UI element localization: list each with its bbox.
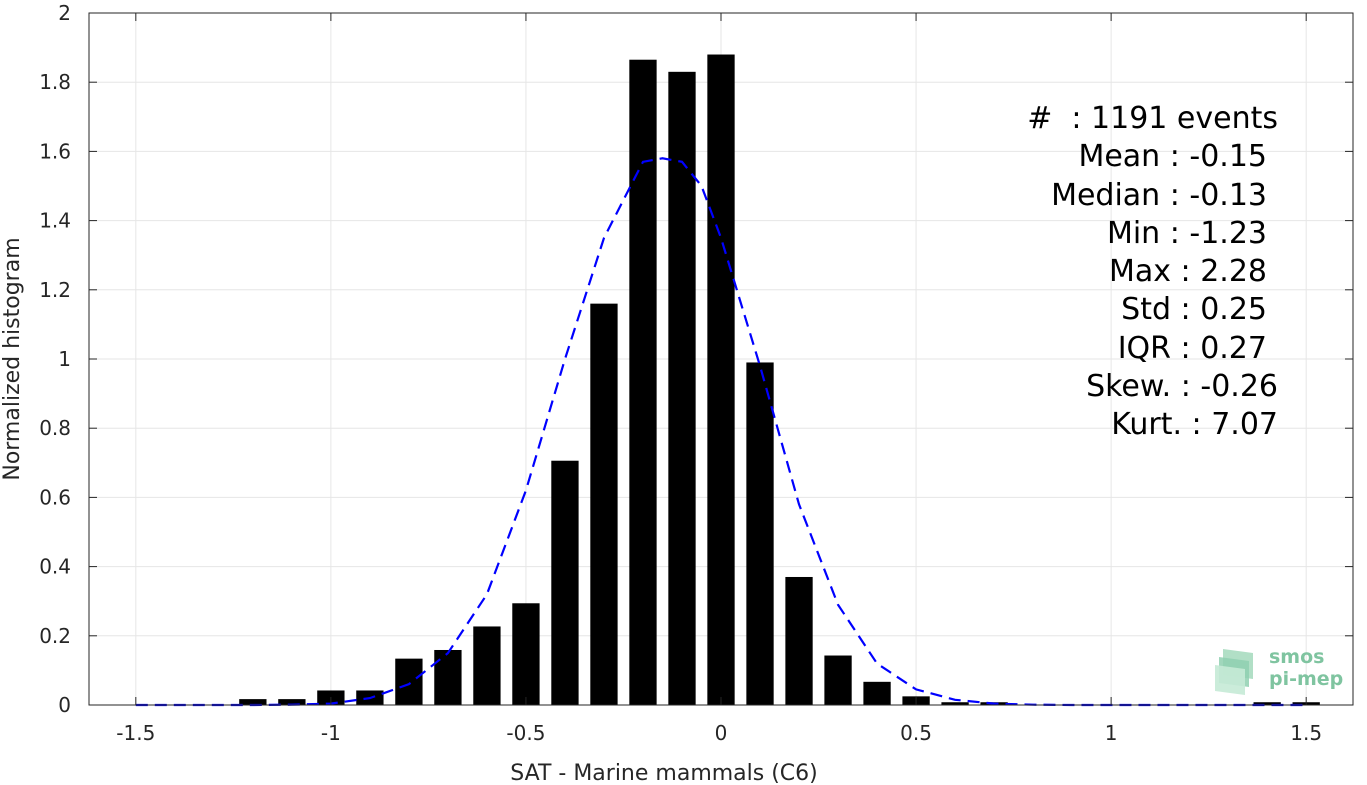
histogram-bar xyxy=(824,655,852,705)
x-tick-label: -0.5 xyxy=(506,721,545,745)
x-axis-label: SAT - Marine mammals (C6) xyxy=(510,761,818,785)
stat-mean: Mean : -0.15 xyxy=(1078,139,1267,175)
stat-min: Min : -1.23 xyxy=(1106,215,1267,251)
y-tick-label: 2 xyxy=(58,1,71,25)
stat-iqr: IQR : 0.27 xyxy=(1117,330,1267,366)
y-tick-label: 1.8 xyxy=(39,70,71,94)
y-tick-label: 0.6 xyxy=(39,485,71,509)
bar-series xyxy=(239,54,1320,705)
logo-text-pimep: pi-mep xyxy=(1269,668,1344,690)
stat-max: Max : 2.28 xyxy=(1109,254,1267,290)
y-axis-label: Normalized histogram xyxy=(0,237,25,480)
stats-annotation: # : 1191 events Mean : -0.15 Median : -0… xyxy=(1027,100,1278,445)
x-tick-label: 1 xyxy=(1105,721,1118,745)
x-tick-label: -1.5 xyxy=(116,721,155,745)
histogram-bar xyxy=(668,71,696,705)
y-tick-label: 1.4 xyxy=(39,209,71,233)
y-tick-label: 0 xyxy=(58,693,71,717)
logo-text-smos: smos xyxy=(1269,646,1325,668)
y-tick-label: 1 xyxy=(58,347,71,371)
histogram-bar xyxy=(590,303,618,705)
histogram-bar xyxy=(863,681,891,705)
x-tick-label: -1 xyxy=(321,721,341,745)
histogram-bar xyxy=(473,626,501,705)
histogram-bar xyxy=(746,362,774,705)
histogram-bar xyxy=(941,702,969,705)
y-tick-label: 1.2 xyxy=(39,278,71,302)
stat-events: # : 1191 events xyxy=(1027,101,1278,136)
x-tick-label: 0 xyxy=(715,721,728,745)
histogram-bar xyxy=(278,699,306,705)
x-tick-label: 0.5 xyxy=(900,721,932,745)
stat-median: Median : -0.13 xyxy=(1051,177,1267,213)
histogram-bar xyxy=(785,576,813,705)
histogram-bar xyxy=(434,649,462,705)
y-tick-label: 0.8 xyxy=(39,416,71,440)
histogram-bar xyxy=(551,460,579,705)
y-tick-label: 0.4 xyxy=(39,555,71,579)
histogram-bar xyxy=(239,699,267,705)
x-axis-ticks: -1.5 -1 -0.5 0 0.5 1 1.5 xyxy=(116,13,1322,745)
x-tick-label: 1.5 xyxy=(1290,721,1322,745)
histogram-bar xyxy=(512,603,540,705)
y-tick-label: 1.6 xyxy=(39,139,71,163)
histogram-bar xyxy=(629,59,657,705)
stat-skew: Skew. : -0.26 xyxy=(1086,369,1278,405)
smos-pimep-logo: smos pi-mep xyxy=(1213,645,1353,697)
histogram-bar xyxy=(1253,702,1281,705)
stat-std: Std : 0.25 xyxy=(1121,292,1267,328)
y-tick-label: 0.2 xyxy=(39,624,71,648)
stat-kurt: Kurt. : 7.07 xyxy=(1111,407,1278,443)
logo-icon xyxy=(1215,649,1253,695)
histogram-bar xyxy=(395,658,423,705)
histogram-bar xyxy=(707,54,735,705)
y-axis-ticks: 0 0.2 0.4 0.6 0.8 1 1.2 1.4 1.6 1.8 2 xyxy=(39,1,1353,717)
